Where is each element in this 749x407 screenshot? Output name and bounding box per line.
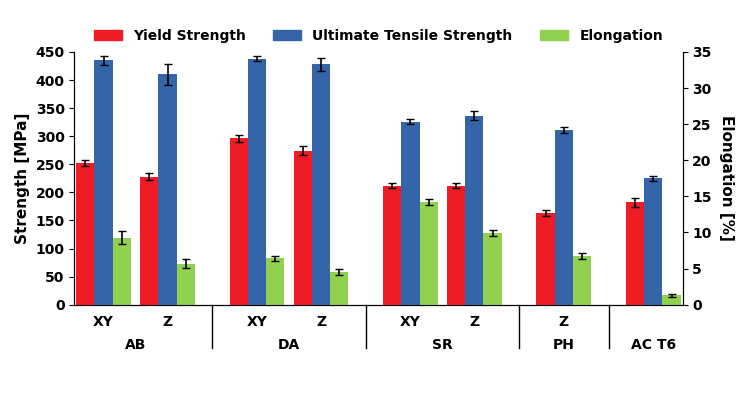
Bar	[447, 186, 465, 305]
Text: AB: AB	[125, 337, 146, 352]
Bar	[266, 258, 285, 305]
Legend: Yield Strength, Ultimate Tensile Strength, Elongation: Yield Strength, Ultimate Tensile Strengt…	[88, 24, 669, 48]
Bar	[94, 60, 113, 305]
Bar	[401, 122, 419, 305]
Bar	[644, 178, 662, 305]
Bar	[465, 116, 484, 305]
Bar	[230, 138, 248, 305]
Bar	[312, 64, 330, 305]
Text: DA: DA	[278, 337, 300, 352]
Bar	[158, 74, 177, 305]
Bar	[248, 59, 266, 305]
Bar	[419, 202, 438, 305]
Bar	[177, 264, 195, 305]
Bar	[113, 238, 131, 305]
Bar	[626, 202, 644, 305]
Bar	[330, 272, 348, 305]
Bar	[484, 233, 502, 305]
Bar	[573, 256, 591, 305]
Y-axis label: Strength [MPa]: Strength [MPa]	[15, 113, 30, 244]
Text: AC T6: AC T6	[631, 337, 676, 352]
Bar	[383, 186, 401, 305]
Text: PH: PH	[553, 337, 574, 352]
Bar	[536, 213, 555, 305]
Bar	[662, 295, 681, 305]
Y-axis label: Elongation [%]: Elongation [%]	[719, 115, 734, 241]
Bar	[294, 151, 312, 305]
Text: SR: SR	[432, 337, 453, 352]
Bar	[140, 177, 158, 305]
Bar	[555, 130, 573, 305]
Bar	[76, 163, 94, 305]
